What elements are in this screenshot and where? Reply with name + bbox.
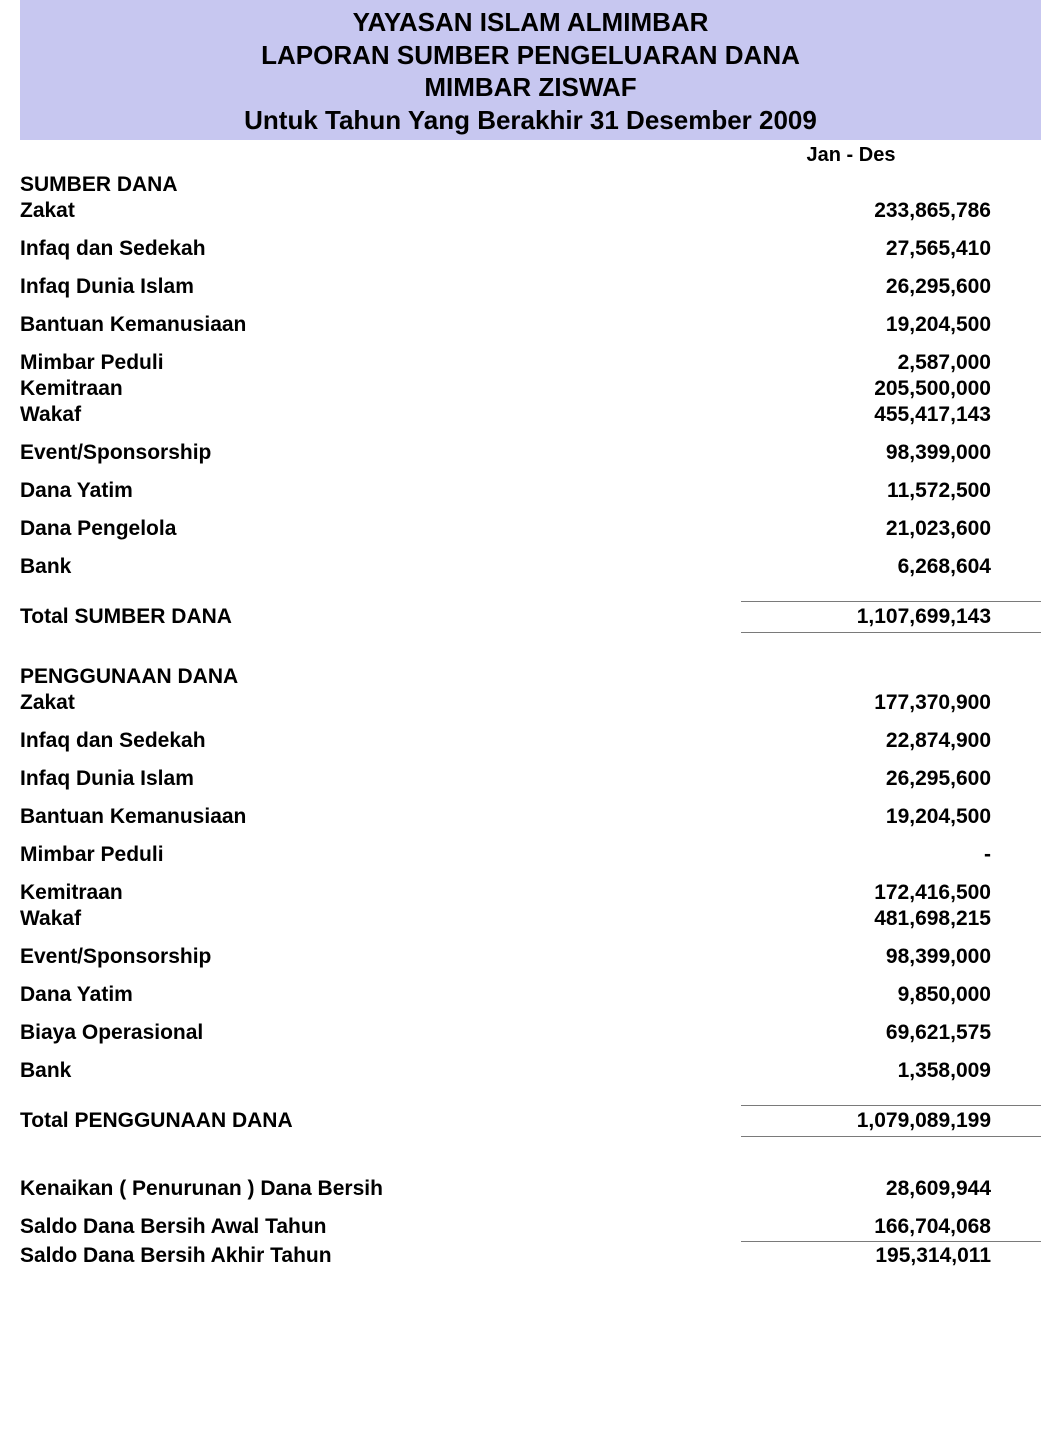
line-item-label: Mimbar Peduli [20,351,731,375]
line-item-value: 98,399,000 [731,441,1041,465]
line-item-value: 22,874,900 [731,729,1041,753]
line-item: Bank1,358,009 [20,1059,1041,1083]
saldo-akhir-value: 195,314,011 [741,1241,1041,1268]
line-item: Bantuan Kemanusiaan19,204,500 [20,313,1041,337]
sumber-total-row: Total SUMBER DANA 1,107,699,143 [20,601,1041,633]
line-item-label: Zakat [20,691,731,715]
line-item-label: Kemitraan [20,377,731,401]
header-line-2: LAPORAN SUMBER PENGELUARAN DANA [20,39,1041,72]
line-item-label: Dana Yatim [20,983,731,1007]
line-item-label: Event/Sponsorship [20,945,731,969]
line-item-value: 1,358,009 [731,1059,1041,1083]
line-item-label: Event/Sponsorship [20,441,731,465]
sumber-total-value: 1,107,699,143 [741,601,1041,633]
line-item: Dana Pengelola21,023,600 [20,517,1041,541]
line-item-value: 26,295,600 [731,275,1041,299]
line-item: Event/Sponsorship98,399,000 [20,441,1041,465]
saldo-akhir-row: Saldo Dana Bersih Akhir Tahun 195,314,01… [20,1241,1041,1268]
line-item: Dana Yatim9,850,000 [20,983,1041,1007]
line-item-label: Bantuan Kemanusiaan [20,805,731,829]
kenaikan-row: Kenaikan ( Penurunan ) Dana Bersih 28,60… [20,1177,1041,1201]
header-line-3: MIMBAR ZISWAF [20,71,1041,104]
penggunaan-items: Zakat177,370,900Infaq dan Sedekah22,874,… [20,691,1041,1083]
line-item-label: Kemitraan [20,881,731,905]
penggunaan-title: PENGGUNAAN DANA [20,665,1041,689]
line-item: Mimbar Peduli2,587,000 [20,351,1041,375]
line-item-value: 481,698,215 [731,907,1041,931]
penggunaan-total-value: 1,079,089,199 [741,1105,1041,1137]
line-item-value: 69,621,575 [731,1021,1041,1045]
period-label: Jan - Des [701,144,1041,167]
line-item-value: 26,295,600 [731,767,1041,791]
line-item: Dana Yatim11,572,500 [20,479,1041,503]
line-item-value: - [731,843,1041,867]
line-item-value: 177,370,900 [731,691,1041,715]
line-item-label: Zakat [20,199,731,223]
line-item: Kemitraan205,500,000 [20,377,1041,401]
line-item-value: 98,399,000 [731,945,1041,969]
line-item: Infaq Dunia Islam26,295,600 [20,275,1041,299]
line-item: Infaq dan Sedekah22,874,900 [20,729,1041,753]
line-item-label: Bank [20,555,731,579]
line-item: Kemitraan172,416,500 [20,881,1041,905]
line-item: Bank6,268,604 [20,555,1041,579]
line-item-value: 2,587,000 [731,351,1041,375]
header-line-4: Untuk Tahun Yang Berakhir 31 Desember 20… [20,104,1041,137]
line-item-value: 6,268,604 [731,555,1041,579]
line-item: Event/Sponsorship98,399,000 [20,945,1041,969]
sumber-total-label: Total SUMBER DANA [20,605,741,629]
line-item: Bantuan Kemanusiaan19,204,500 [20,805,1041,829]
line-item-value: 21,023,600 [731,517,1041,541]
saldo-akhir-label: Saldo Dana Bersih Akhir Tahun [20,1244,741,1268]
line-item-label: Dana Yatim [20,479,731,503]
line-item-value: 19,204,500 [731,313,1041,337]
line-item-value: 455,417,143 [731,403,1041,427]
line-item-value: 19,204,500 [731,805,1041,829]
line-item: Wakaf481,698,215 [20,907,1041,931]
line-item-label: Infaq dan Sedekah [20,237,731,261]
line-item-label: Infaq Dunia Islam [20,275,731,299]
line-item: Infaq Dunia Islam26,295,600 [20,767,1041,791]
penggunaan-total-label: Total PENGGUNAAN DANA [20,1109,741,1133]
line-item: Wakaf455,417,143 [20,403,1041,427]
line-item-label: Infaq dan Sedekah [20,729,731,753]
line-item-label: Dana Pengelola [20,517,731,541]
saldo-awal-value: 166,704,068 [731,1215,1041,1239]
kenaikan-value: 28,609,944 [731,1177,1041,1201]
line-item-label: Infaq Dunia Islam [20,767,731,791]
line-item: Infaq dan Sedekah27,565,410 [20,237,1041,261]
line-item-label: Bank [20,1059,731,1083]
report-page: YAYASAN ISLAM ALMIMBAR LAPORAN SUMBER PE… [0,0,1061,1298]
line-item-value: 27,565,410 [731,237,1041,261]
header-line-1: YAYASAN ISLAM ALMIMBAR [20,6,1041,39]
kenaikan-label: Kenaikan ( Penurunan ) Dana Bersih [20,1177,731,1201]
line-item: Mimbar Peduli- [20,843,1041,867]
penggunaan-total-row: Total PENGGUNAAN DANA 1,079,089,199 [20,1105,1041,1137]
line-item: Zakat177,370,900 [20,691,1041,715]
sumber-title: SUMBER DANA [20,173,1041,197]
line-item-label: Wakaf [20,907,731,931]
line-item-value: 9,850,000 [731,983,1041,1007]
line-item: Biaya Operasional69,621,575 [20,1021,1041,1045]
saldo-awal-label: Saldo Dana Bersih Awal Tahun [20,1215,731,1239]
saldo-awal-row: Saldo Dana Bersih Awal Tahun 166,704,068 [20,1215,1041,1239]
line-item-value: 205,500,000 [731,377,1041,401]
line-item: Zakat233,865,786 [20,199,1041,223]
period-row: Jan - Des [20,144,1041,167]
line-item-value: 11,572,500 [731,479,1041,503]
line-item-label: Biaya Operasional [20,1021,731,1045]
line-item-value: 233,865,786 [731,199,1041,223]
line-item-label: Wakaf [20,403,731,427]
report-header: YAYASAN ISLAM ALMIMBAR LAPORAN SUMBER PE… [20,0,1041,140]
line-item-label: Bantuan Kemanusiaan [20,313,731,337]
line-item-value: 172,416,500 [731,881,1041,905]
sumber-items: Zakat233,865,786Infaq dan Sedekah27,565,… [20,199,1041,579]
line-item-label: Mimbar Peduli [20,843,731,867]
